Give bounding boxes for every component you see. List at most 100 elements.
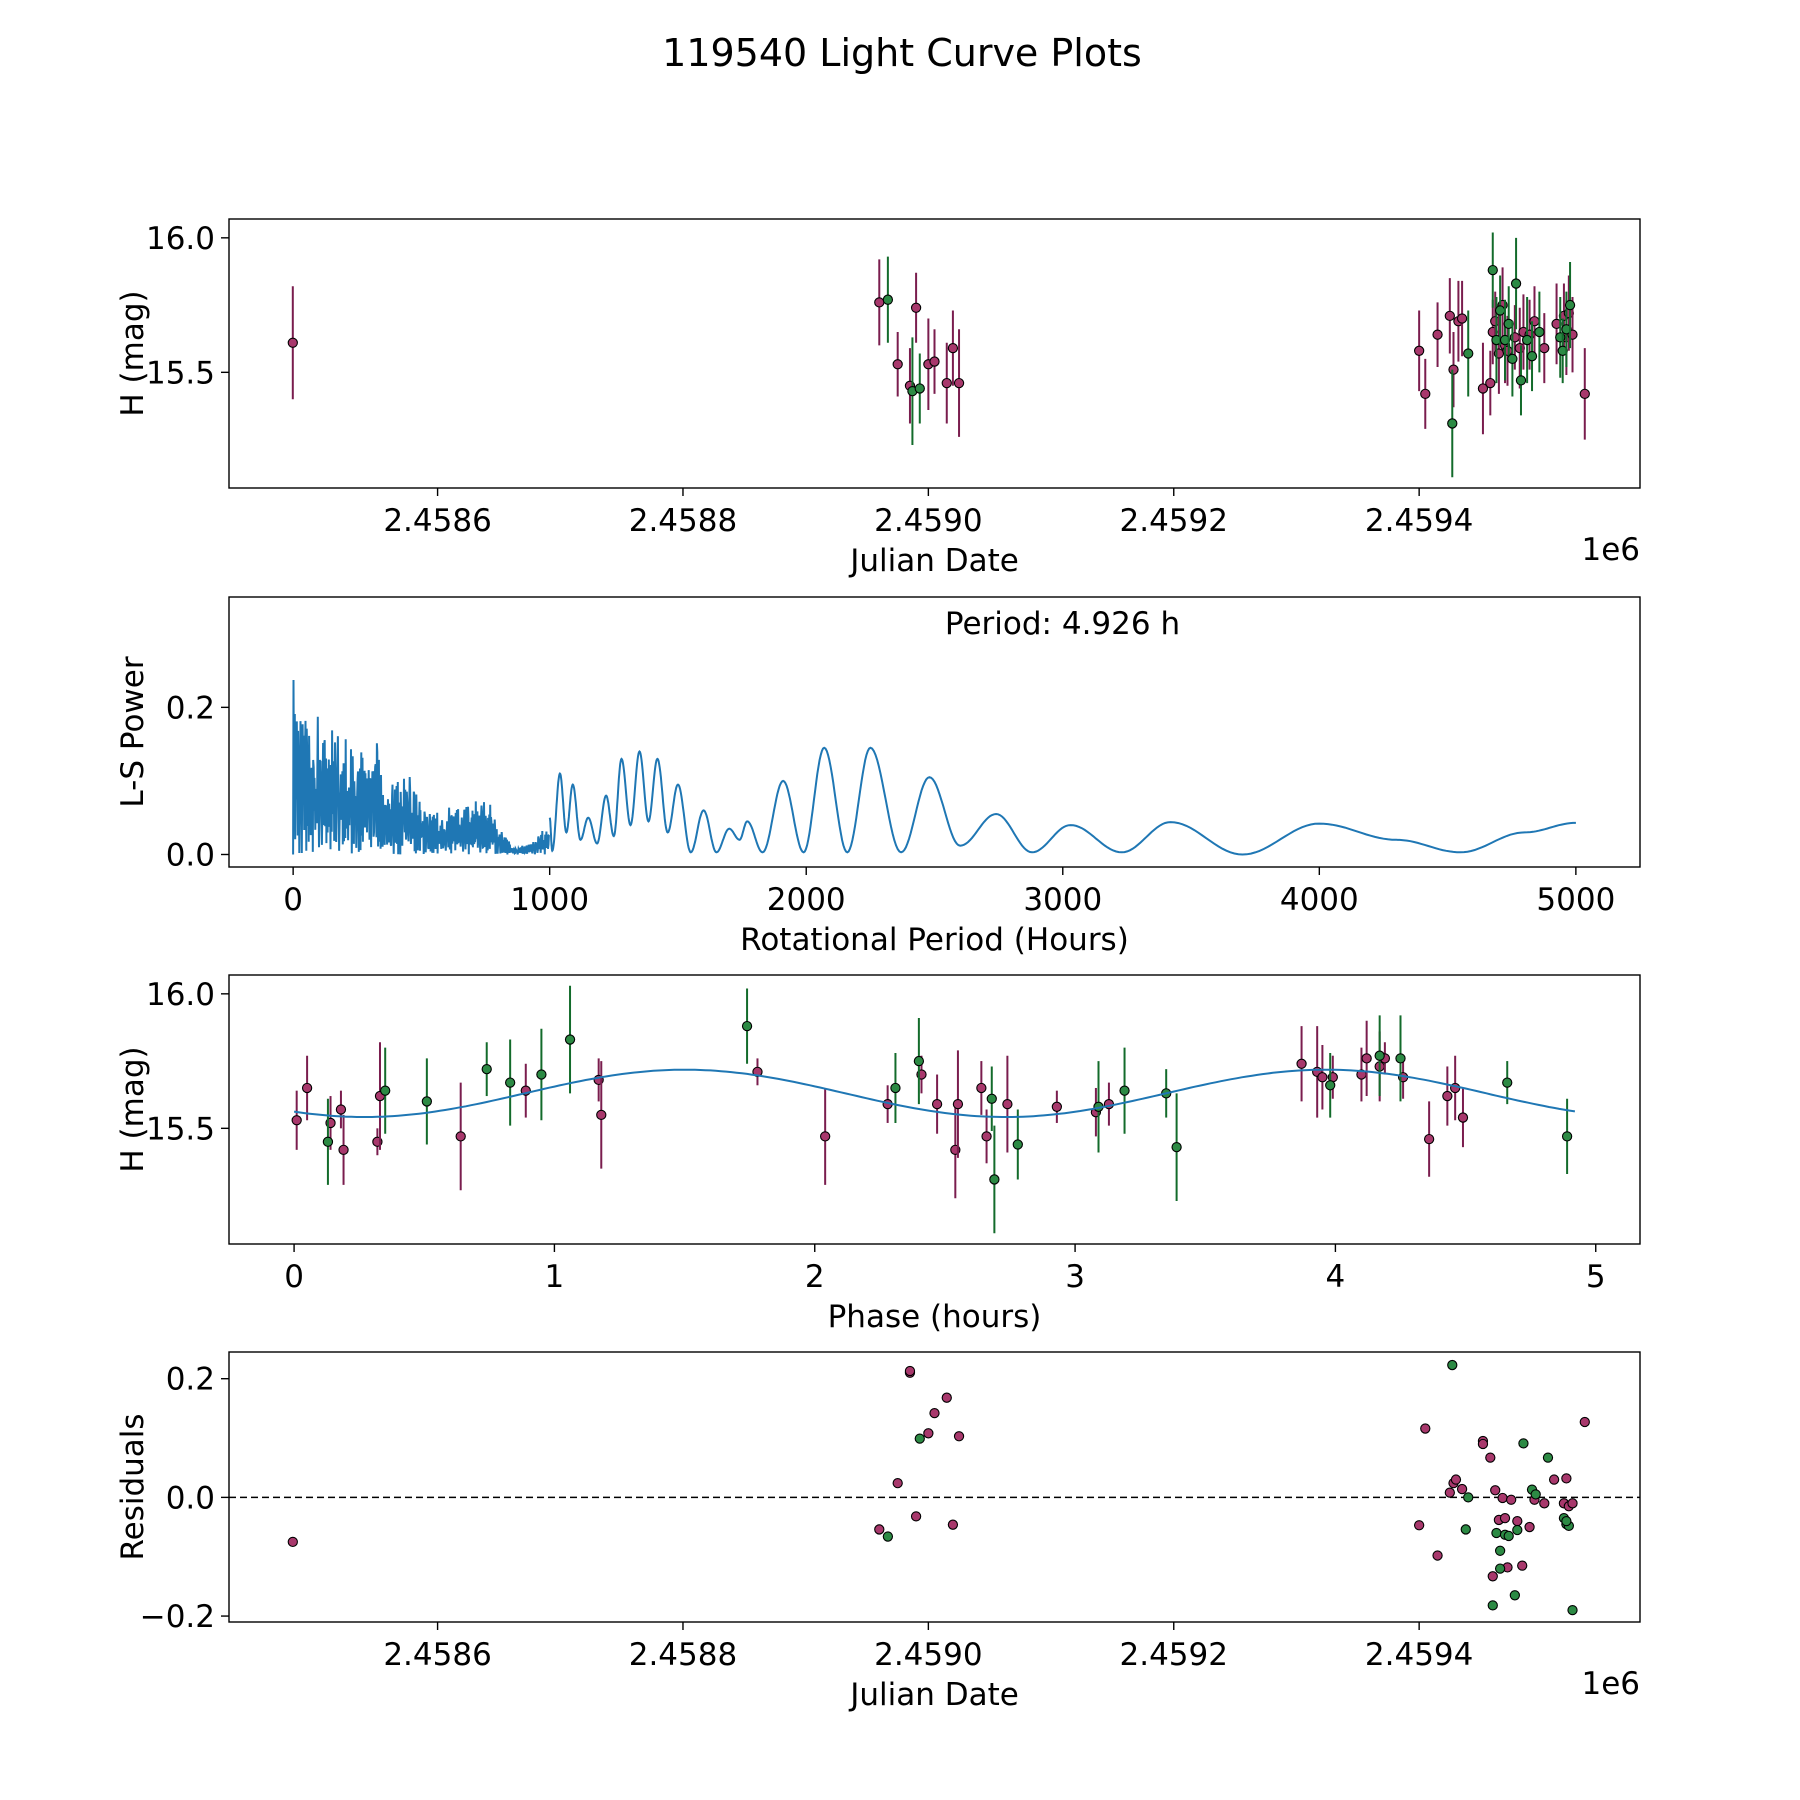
x-axis-label: Julian Date	[848, 1677, 1019, 1713]
data-point	[874, 297, 885, 308]
x-tick-label: 3	[1065, 1259, 1085, 1295]
periodogram-dense-line	[292, 679, 551, 856]
x-tick-label: 0	[283, 882, 303, 918]
data-point	[981, 1131, 992, 1142]
y-tick-label: 16.0	[146, 977, 215, 1013]
y-tick-label: 0.2	[166, 690, 215, 726]
data-point	[1485, 377, 1496, 389]
data-point	[1051, 1101, 1063, 1112]
data-point	[1506, 1494, 1517, 1505]
residuals-panel: 2.4586 2.4588 2.4590 2.4592 2.4594 −0.2 0.0 0.2…	[115, 1351, 1641, 1713]
data-point	[904, 1365, 916, 1377]
data-point	[892, 359, 903, 370]
data-point	[1325, 1080, 1336, 1091]
x-tick-label: 2.4592	[1120, 503, 1228, 539]
data-point	[1444, 310, 1455, 321]
data-point	[481, 1064, 492, 1075]
data-point	[1526, 351, 1538, 362]
data-point	[1444, 1487, 1455, 1498]
data-point	[1579, 1416, 1590, 1428]
y-tick-label: 16.0	[146, 221, 215, 257]
data-point	[1534, 326, 1545, 338]
y-axis-label: Residuals	[115, 1413, 151, 1560]
x-tick-label: 5	[1586, 1259, 1606, 1295]
data-point	[947, 342, 959, 354]
data-point	[1463, 348, 1474, 359]
data-point	[923, 1428, 934, 1439]
data-point	[1530, 1489, 1541, 1500]
data-point	[952, 1098, 964, 1110]
y-axis-label: L-S Power	[115, 656, 151, 807]
data-point	[947, 1519, 959, 1530]
data-point	[1542, 1452, 1554, 1463]
data-point	[1119, 1085, 1130, 1096]
data-point	[1456, 1483, 1468, 1495]
data-point	[1524, 1521, 1535, 1533]
data-point	[1507, 353, 1518, 365]
data-point	[1502, 1077, 1513, 1088]
data-point	[910, 1511, 922, 1522]
data-point	[1420, 1423, 1431, 1434]
data-point	[941, 1392, 952, 1403]
data-point	[536, 1069, 547, 1080]
data-point	[1512, 1524, 1523, 1536]
x-axis-label: Julian Date	[848, 543, 1019, 579]
x-tick-label: 2.4588	[629, 1637, 737, 1673]
data-point	[1296, 1058, 1307, 1069]
data-point	[953, 377, 965, 389]
axes-frame	[228, 974, 1641, 1245]
data-point	[1491, 1527, 1502, 1539]
data-point	[882, 294, 894, 305]
series-green	[882, 1359, 1578, 1616]
data-point	[1317, 1072, 1328, 1083]
data-point	[1518, 1438, 1529, 1449]
x-tick-label: 2.4590	[874, 1637, 982, 1673]
data-point	[1509, 1590, 1521, 1601]
data-point	[455, 1131, 466, 1142]
axes-frame	[228, 1351, 1641, 1623]
x-tick-label: 0	[284, 1259, 304, 1295]
data-point	[1413, 345, 1425, 356]
x-tick-label: 1000	[510, 882, 589, 918]
data-point	[953, 1431, 965, 1442]
data-point	[1442, 1090, 1453, 1102]
lightcurve-panel: 2.4586 2.4588 2.4590 2.4592 2.4594 15.5 16.0 Ju…	[115, 218, 1641, 579]
x-tick-label: 4000	[1280, 882, 1359, 918]
data-point	[931, 1098, 943, 1110]
axes-frame	[228, 218, 1641, 489]
data-point	[986, 1093, 997, 1104]
data-point	[338, 1144, 349, 1155]
x-tick-label: 2.4594	[1365, 1637, 1473, 1673]
data-point	[291, 1115, 302, 1126]
data-point	[910, 302, 922, 313]
data-point	[1477, 1438, 1489, 1450]
x-tick-label: 2.4586	[383, 1637, 491, 1673]
periodogram-panel: Period: 4.926 h 0 1000 2000 3000 4000 5000 0.0 0…	[115, 596, 1641, 958]
data-point	[1487, 1571, 1498, 1582]
data-point	[882, 1531, 894, 1542]
data-point	[892, 1477, 903, 1489]
data-point	[929, 356, 940, 367]
y-axis-label: H (mag)	[115, 1046, 151, 1172]
data-point	[1457, 1112, 1469, 1123]
data-point	[1499, 1513, 1511, 1524]
data-point	[1361, 1053, 1372, 1064]
data-point	[1423, 1133, 1435, 1145]
data-point	[1564, 299, 1576, 311]
data-point	[1432, 1550, 1443, 1561]
data-point	[1494, 1563, 1506, 1574]
x-offset-label: 1e6	[1581, 532, 1640, 568]
x-offset-label: 1e6	[1581, 1666, 1640, 1702]
fit-curve	[293, 1068, 1576, 1118]
data-point	[287, 337, 298, 348]
data-point	[914, 383, 925, 394]
phased-panel: 0 1 2 3 4 5 15.5 16.0 Phase (hours) H (mag)	[115, 974, 1641, 1335]
y-tick-label: 0.0	[166, 837, 215, 873]
x-tick-label: 3000	[1023, 882, 1102, 918]
data-point	[1477, 383, 1489, 394]
data-point	[1561, 1473, 1572, 1484]
series-purple	[287, 1365, 1590, 1582]
data-point	[1497, 1492, 1508, 1504]
data-point	[1490, 1485, 1501, 1496]
